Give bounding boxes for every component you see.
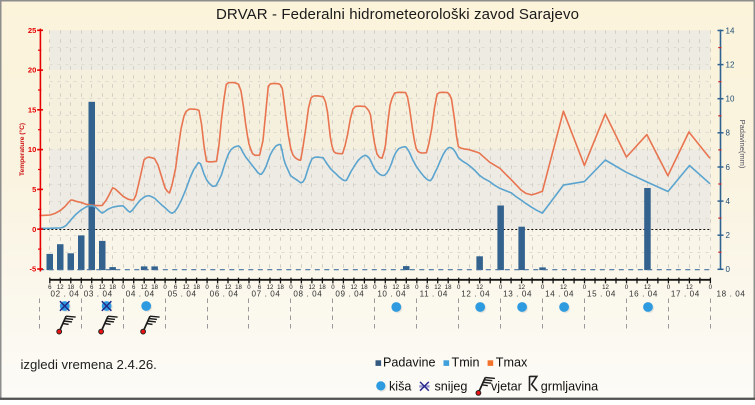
svg-text:kiša: kiša — [389, 379, 411, 393]
svg-text:6: 6 — [342, 284, 346, 291]
svg-text:18: 18 — [445, 284, 452, 291]
svg-text:12: 12 — [225, 284, 232, 291]
svg-text:6: 6 — [426, 284, 430, 291]
svg-text:8: 8 — [726, 129, 731, 138]
svg-text:6: 6 — [300, 284, 304, 291]
svg-text:izgledi vremena 2.4.26.: izgledi vremena 2.4.26. — [21, 357, 157, 372]
svg-text:6: 6 — [132, 284, 136, 291]
svg-text:-5: -5 — [30, 265, 38, 274]
svg-text:6: 6 — [258, 284, 262, 291]
svg-text:Padavine: Padavine — [383, 355, 436, 369]
svg-text:17 . 04: 17 . 04 — [671, 290, 700, 299]
svg-text:12: 12 — [99, 284, 106, 291]
svg-text:03 . 04: 03 . 04 — [84, 290, 113, 299]
svg-text:0: 0 — [726, 265, 731, 274]
svg-text:12: 12 — [560, 284, 567, 291]
svg-text:0: 0 — [32, 225, 36, 234]
svg-text:snijeg: snijeg — [435, 379, 468, 393]
svg-text:18: 18 — [109, 284, 116, 291]
svg-text:0: 0 — [709, 284, 713, 291]
svg-text:12: 12 — [57, 284, 64, 291]
svg-text:0: 0 — [247, 284, 251, 291]
svg-text:0: 0 — [667, 284, 671, 291]
svg-text:grmljavina: grmljavina — [541, 379, 598, 393]
svg-text:DRVAR - Federalni hidrometeoro: DRVAR - Federalni hidrometeorološki zavo… — [216, 6, 579, 23]
svg-text:6: 6 — [216, 284, 220, 291]
svg-text:0: 0 — [122, 284, 126, 291]
svg-text:18: 18 — [319, 284, 326, 291]
svg-text:Tmin: Tmin — [452, 355, 480, 369]
svg-text:14 . 04: 14 . 04 — [545, 290, 574, 299]
svg-text:0: 0 — [373, 284, 377, 291]
svg-text:Temperature (°C): Temperature (°C) — [18, 123, 26, 176]
svg-text:0: 0 — [80, 284, 84, 291]
svg-text:0: 0 — [457, 284, 461, 291]
svg-text:18: 18 — [361, 284, 368, 291]
svg-text:6: 6 — [90, 284, 94, 291]
svg-text:12: 12 — [392, 284, 399, 291]
svg-text:Padavine(mm): Padavine(mm) — [738, 120, 747, 169]
svg-text:18: 18 — [403, 284, 410, 291]
svg-text:12: 12 — [267, 284, 274, 291]
svg-text:25: 25 — [28, 26, 37, 35]
svg-text:09 . 04: 09 . 04 — [335, 290, 364, 299]
svg-text:16 . 04: 16 . 04 — [629, 290, 658, 299]
svg-text:12: 12 — [518, 284, 525, 291]
svg-text:6: 6 — [726, 163, 731, 172]
svg-text:vjetar: vjetar — [491, 379, 522, 393]
svg-text:0: 0 — [289, 284, 293, 291]
svg-text:6: 6 — [174, 284, 178, 291]
svg-text:4: 4 — [726, 197, 731, 206]
svg-text:08 . 04: 08 . 04 — [293, 290, 322, 299]
svg-text:12: 12 — [183, 284, 190, 291]
svg-text:10: 10 — [28, 145, 36, 154]
svg-text:0: 0 — [331, 284, 335, 291]
svg-text:18: 18 — [235, 284, 242, 291]
svg-text:12: 12 — [351, 284, 358, 291]
svg-text:18: 18 — [277, 284, 284, 291]
svg-text:18: 18 — [193, 284, 200, 291]
svg-text:10: 10 — [726, 95, 735, 104]
svg-text:12: 12 — [644, 284, 651, 291]
svg-text:14: 14 — [726, 26, 735, 35]
svg-text:0: 0 — [625, 284, 629, 291]
svg-text:12 . 04: 12 . 04 — [461, 290, 490, 299]
svg-text:2: 2 — [726, 231, 731, 240]
svg-text:6: 6 — [384, 284, 388, 291]
svg-text:0: 0 — [541, 284, 545, 291]
svg-text:12: 12 — [309, 284, 316, 291]
svg-text:12: 12 — [476, 284, 483, 291]
svg-text:15: 15 — [28, 105, 37, 114]
svg-text:0: 0 — [415, 284, 419, 291]
svg-text:10 . 04: 10 . 04 — [377, 290, 406, 299]
svg-text:0: 0 — [499, 284, 503, 291]
svg-text:12: 12 — [686, 284, 693, 291]
svg-text:0: 0 — [163, 284, 167, 291]
svg-text:13 . 04: 13 . 04 — [503, 290, 532, 299]
svg-text:5: 5 — [32, 185, 37, 194]
svg-text:15 . 04: 15 . 04 — [587, 290, 616, 299]
svg-text:02 . 04: 02 . 04 — [51, 290, 80, 299]
svg-text:0: 0 — [205, 284, 209, 291]
svg-text:6: 6 — [48, 284, 52, 291]
svg-text:Tmax: Tmax — [496, 355, 528, 369]
svg-text:18 . 04: 18 . 04 — [717, 290, 746, 299]
svg-text:04 . 04: 04 . 04 — [126, 290, 155, 299]
svg-text:12: 12 — [434, 284, 441, 291]
svg-text:12: 12 — [602, 284, 609, 291]
svg-text:11 . 04: 11 . 04 — [420, 290, 448, 299]
svg-text:07 . 04: 07 . 04 — [252, 290, 281, 299]
svg-text:0: 0 — [583, 284, 587, 291]
svg-text:18: 18 — [67, 284, 74, 291]
svg-text:12: 12 — [726, 60, 735, 69]
svg-text:05 . 04: 05 . 04 — [168, 290, 197, 299]
svg-text:20: 20 — [28, 66, 36, 75]
svg-text:12: 12 — [141, 284, 148, 291]
svg-text:18: 18 — [151, 284, 158, 291]
svg-text:06 . 04: 06 . 04 — [210, 290, 239, 299]
